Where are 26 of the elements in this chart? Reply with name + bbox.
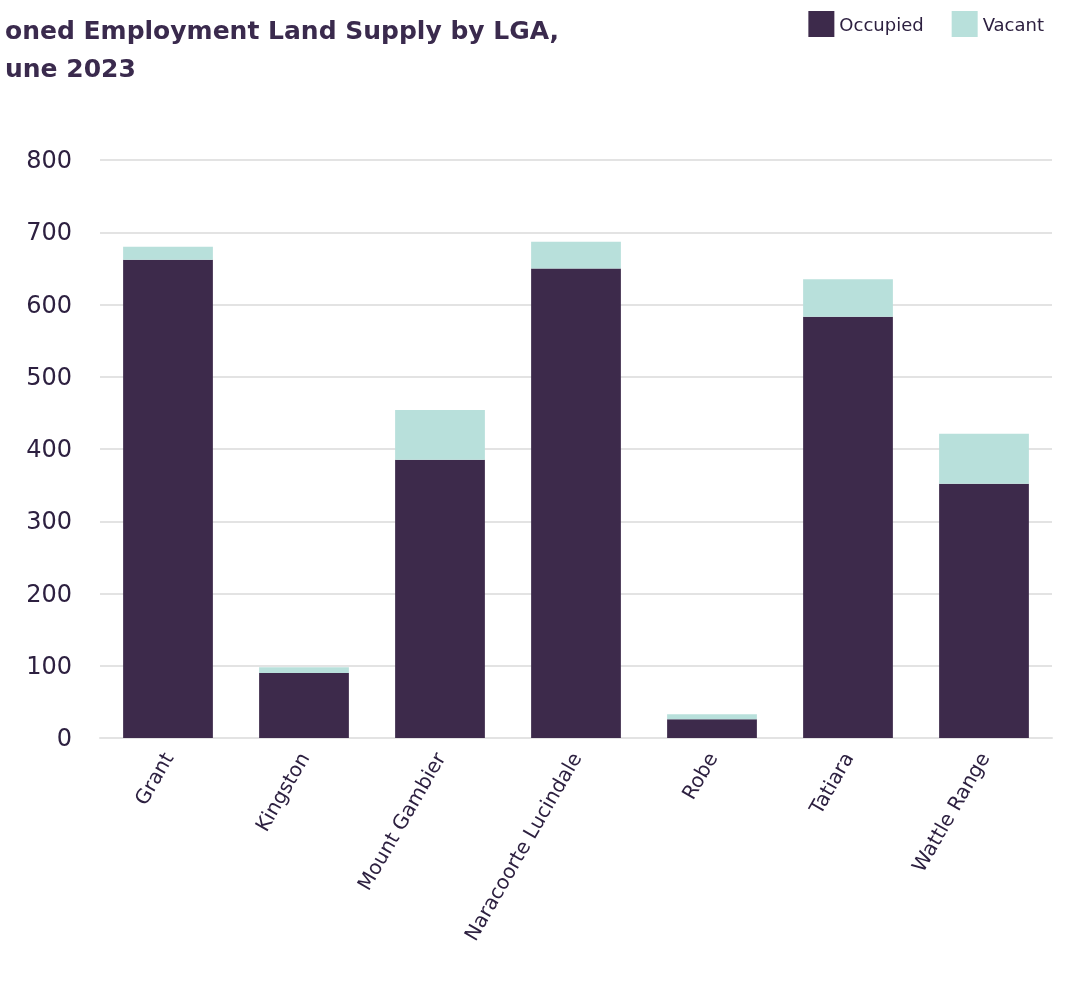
bar xyxy=(259,667,349,673)
bar xyxy=(667,719,757,738)
bar xyxy=(259,672,349,738)
y-tick-label: 200 xyxy=(26,579,72,608)
bar xyxy=(531,241,621,269)
bar xyxy=(531,268,621,738)
bar xyxy=(939,483,1029,738)
y-tick-label: 600 xyxy=(26,290,72,319)
bar xyxy=(939,433,1029,484)
y-tick-label: 500 xyxy=(26,362,72,391)
y-tick-label: 700 xyxy=(26,218,72,247)
y-tick-label: 100 xyxy=(26,651,72,680)
y-tick-label: 400 xyxy=(26,435,72,463)
y-tick-label: 0 xyxy=(56,724,72,752)
bar xyxy=(123,259,213,738)
y-tick-label: 800 xyxy=(26,146,72,174)
bar xyxy=(803,316,893,738)
legend-label: Vacant xyxy=(982,13,1044,35)
y-tick-label: 300 xyxy=(26,507,72,536)
bar xyxy=(667,714,757,720)
bar xyxy=(123,246,213,260)
bar xyxy=(803,279,893,317)
bar xyxy=(395,409,485,460)
bar xyxy=(395,459,485,738)
legend-label: Occupied xyxy=(839,13,924,35)
chart-title: oned Employment Land Supply by LGA, une 2023 xyxy=(5,15,560,83)
